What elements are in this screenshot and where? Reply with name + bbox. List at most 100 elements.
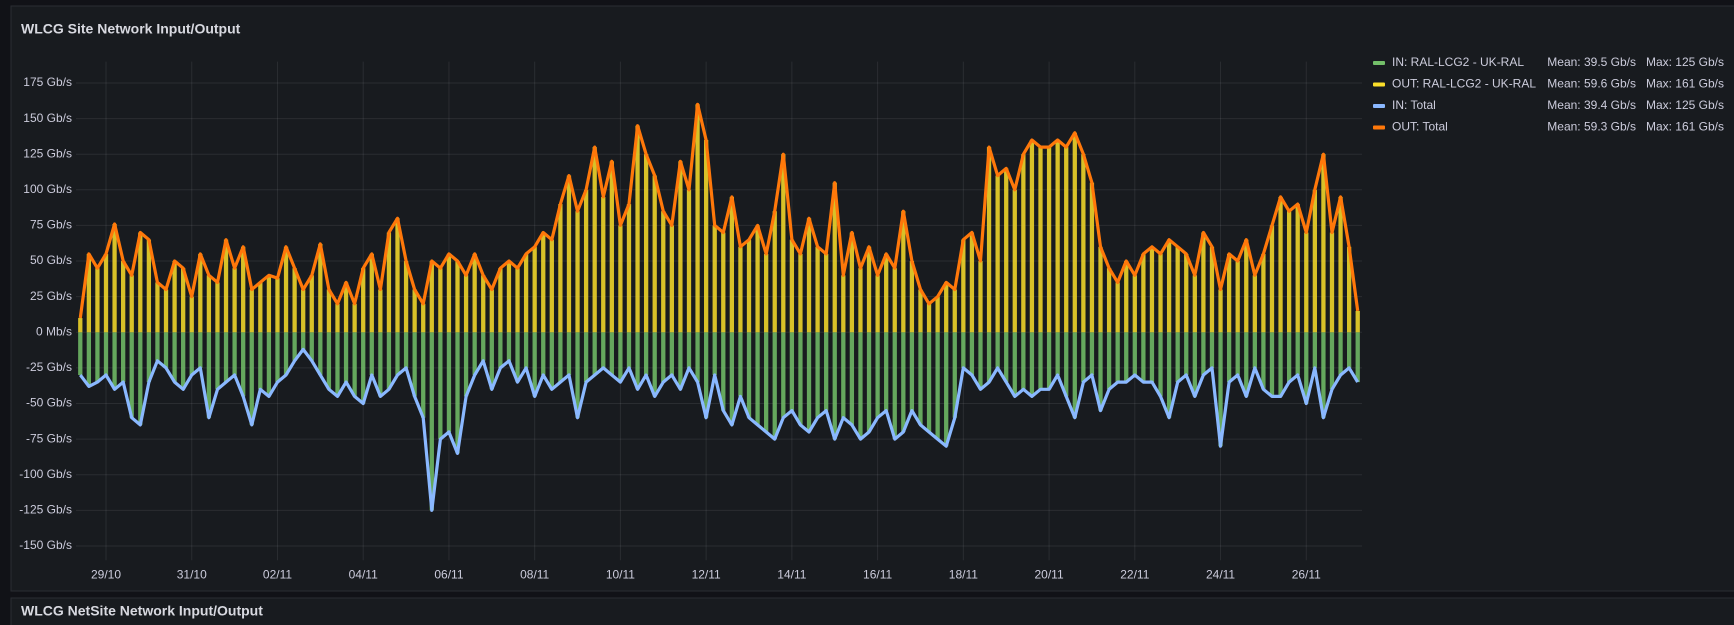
bar — [712, 332, 717, 376]
bar — [1261, 332, 1266, 390]
y-tick-label: 100 Gb/s — [23, 182, 72, 196]
bar — [1209, 246, 1215, 333]
bar — [361, 268, 366, 333]
bar — [601, 332, 606, 368]
bar — [909, 261, 915, 333]
bar — [643, 154, 649, 333]
bar — [678, 332, 683, 390]
y-tick-label: -25 Gb/s — [26, 360, 72, 374]
bar — [772, 211, 777, 333]
bar — [746, 239, 752, 333]
panel-title[interactable]: WLCG NetSite Network Input/Output — [21, 603, 263, 619]
bar — [1278, 196, 1283, 333]
bar — [661, 332, 666, 383]
panel — [10, 597, 1734, 625]
bar — [1295, 332, 1300, 376]
bar — [1141, 332, 1146, 383]
bar — [1218, 332, 1223, 447]
bar — [703, 139, 709, 333]
legend-label: IN: RAL-LCG2 - UK-RAL — [1392, 55, 1524, 69]
bar — [429, 332, 434, 511]
bar — [1346, 332, 1352, 368]
bar — [686, 189, 692, 333]
bar — [952, 332, 957, 418]
legend-mean: Mean: 39.4 Gb/s — [1547, 98, 1636, 112]
bar — [121, 332, 126, 383]
line — [79, 347, 1360, 512]
y-tick-label: -50 Gb/s — [26, 396, 72, 410]
x-tick-label: 14/11 — [777, 567, 806, 581]
bar — [935, 332, 940, 440]
bar — [944, 282, 949, 333]
bar — [1046, 147, 1052, 333]
bar — [1355, 332, 1360, 383]
y-tick-label: -125 Gb/s — [19, 503, 72, 517]
y-tick-label: 50 Gb/s — [30, 253, 72, 267]
bar — [103, 332, 109, 376]
y-tick-label: 0 Mb/s — [36, 324, 72, 338]
bar — [1115, 282, 1120, 333]
bar — [926, 332, 932, 432]
bar — [121, 261, 126, 333]
bar — [626, 332, 632, 368]
bar — [403, 261, 409, 333]
x-tick-label: 24/11 — [1206, 567, 1235, 581]
bar — [1141, 253, 1146, 333]
bar — [95, 268, 100, 333]
bar — [1055, 139, 1060, 333]
bar — [858, 332, 863, 440]
y-tick-label: -75 Gb/s — [26, 431, 72, 445]
bar — [386, 332, 392, 390]
bar — [78, 332, 83, 376]
bar — [78, 318, 83, 333]
bar — [275, 332, 280, 383]
bar — [1158, 332, 1163, 397]
bar — [506, 261, 512, 333]
bar — [815, 246, 820, 333]
bar — [1295, 204, 1300, 333]
line — [78, 102, 1360, 319]
bar — [283, 332, 289, 376]
legend-swatch — [1373, 104, 1385, 108]
bar — [352, 303, 357, 333]
bar — [1166, 332, 1172, 418]
bar — [249, 332, 254, 425]
legend-label: IN: Total — [1392, 98, 1436, 112]
bar — [1021, 154, 1026, 333]
bar — [1098, 332, 1103, 411]
bar — [1175, 246, 1180, 333]
bar — [1012, 332, 1017, 397]
bar — [232, 332, 237, 376]
bar — [1098, 246, 1103, 333]
bar — [515, 268, 520, 333]
bar — [695, 104, 700, 333]
bar — [1192, 332, 1197, 397]
bar — [1106, 332, 1112, 390]
panel-title: WLCG Site Network Input/Output — [21, 21, 241, 37]
bar — [652, 175, 657, 333]
bar — [729, 332, 735, 425]
bar — [1038, 147, 1043, 333]
bar — [472, 253, 477, 333]
bar — [386, 232, 392, 333]
bar — [986, 147, 992, 333]
bar — [798, 332, 803, 425]
bar — [1132, 332, 1137, 376]
legend-max: Max: 161 Gb/s — [1646, 120, 1724, 134]
bar — [1089, 182, 1095, 333]
bar — [129, 275, 134, 333]
panel — [10, 5, 1734, 592]
bar — [515, 332, 520, 383]
bar — [1046, 332, 1052, 390]
bar — [866, 332, 872, 432]
bar — [369, 253, 374, 333]
bar — [412, 289, 417, 333]
bar — [969, 332, 975, 376]
bar — [1184, 253, 1189, 333]
bar — [978, 261, 983, 333]
bar — [223, 332, 229, 383]
bar — [875, 275, 880, 333]
bar — [523, 332, 529, 368]
bar — [95, 332, 100, 383]
bar — [721, 332, 726, 411]
